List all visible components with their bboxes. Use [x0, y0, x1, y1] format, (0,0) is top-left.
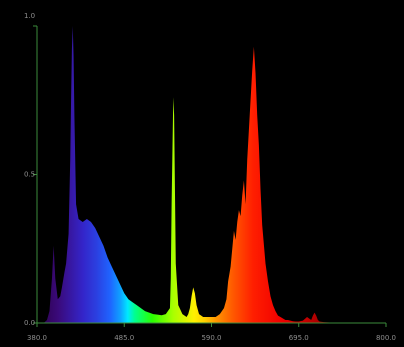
x-tick-label: 485.0 [114, 334, 134, 342]
spectrum-area [37, 26, 386, 323]
y-tick-label: 0.5 [24, 171, 35, 179]
x-tick-label: 590.0 [201, 334, 221, 342]
x-tick-label: 800.0 [376, 334, 396, 342]
y-tick-label: 1.0 [24, 12, 35, 20]
y-tick-label: 0.0 [24, 319, 35, 327]
x-tick-label: 695.0 [289, 334, 309, 342]
x-tick-label: 380.0 [27, 334, 47, 342]
